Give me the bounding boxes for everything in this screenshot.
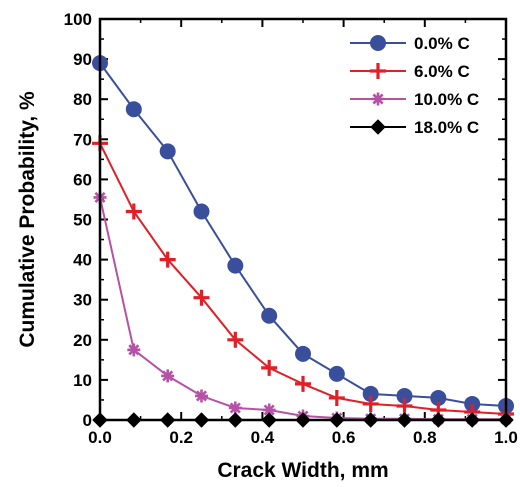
data-point xyxy=(295,345,311,362)
y-tick-label: 20 xyxy=(73,331,92,350)
data-point xyxy=(362,395,379,412)
y-tick-label: 90 xyxy=(73,50,92,69)
x-tick-label: 0.0 xyxy=(88,428,112,447)
x-tick-label: 0.4 xyxy=(251,428,275,447)
y-tick-label: 70 xyxy=(73,130,92,149)
legend-marker xyxy=(370,35,386,51)
data-point xyxy=(193,203,210,220)
legend-marker xyxy=(370,119,386,135)
series-1 xyxy=(92,135,514,422)
data-point xyxy=(295,375,311,392)
legend-marker xyxy=(371,92,385,106)
y-tick-label: 100 xyxy=(64,10,92,29)
data-point xyxy=(125,101,142,118)
legend-item: 10.0% C xyxy=(350,90,479,109)
data-point xyxy=(396,397,413,414)
data-point xyxy=(161,369,175,383)
x-tick-label: 0.2 xyxy=(169,428,193,447)
legend-item: 18.0% C xyxy=(350,118,479,137)
y-tick-label: 40 xyxy=(73,251,92,270)
data-point xyxy=(227,257,244,274)
data-point xyxy=(228,401,242,415)
y-tick-label: 0 xyxy=(83,411,92,430)
data-point xyxy=(261,359,278,376)
series-line xyxy=(99,142,507,415)
data-point xyxy=(127,343,141,357)
data-point xyxy=(193,289,210,306)
y-tick-label: 80 xyxy=(73,90,92,109)
legend: 0.0% C 6.0% C 10.0% C 18.0% C xyxy=(350,34,479,137)
data-point xyxy=(261,307,278,324)
x-tick-label: 0.6 xyxy=(332,428,356,447)
y-tick-label: 10 xyxy=(73,371,92,390)
legend-marker xyxy=(370,63,386,79)
legend-item: 0.0% C xyxy=(350,34,470,53)
legend-item: 6.0% C xyxy=(350,62,470,81)
x-tick-label: 0.8 xyxy=(413,428,437,447)
y-axis-title: Cumulative Probability, % xyxy=(16,91,39,348)
legend-label: 0.0% C xyxy=(414,34,470,53)
data-point xyxy=(125,203,142,220)
y-tick-label: 60 xyxy=(73,170,92,189)
data-point xyxy=(159,251,176,268)
data-point xyxy=(159,143,176,160)
data-point xyxy=(227,331,244,348)
series-0 xyxy=(92,55,514,414)
data-point xyxy=(262,403,276,417)
data-point xyxy=(328,365,345,382)
legend-label: 6.0% C xyxy=(414,62,470,81)
y-tick-label: 30 xyxy=(73,291,92,310)
x-axis-title: Crack Width, mm xyxy=(217,459,388,482)
x-tick-label: 1.0 xyxy=(494,428,518,447)
y-tick-label: 50 xyxy=(73,211,92,230)
legend-label: 10.0% C xyxy=(414,90,479,109)
data-point xyxy=(328,389,345,406)
plot-frame xyxy=(98,17,508,422)
data-point xyxy=(195,389,208,403)
series-group xyxy=(92,55,514,428)
legend-label: 18.0% C xyxy=(414,118,479,137)
